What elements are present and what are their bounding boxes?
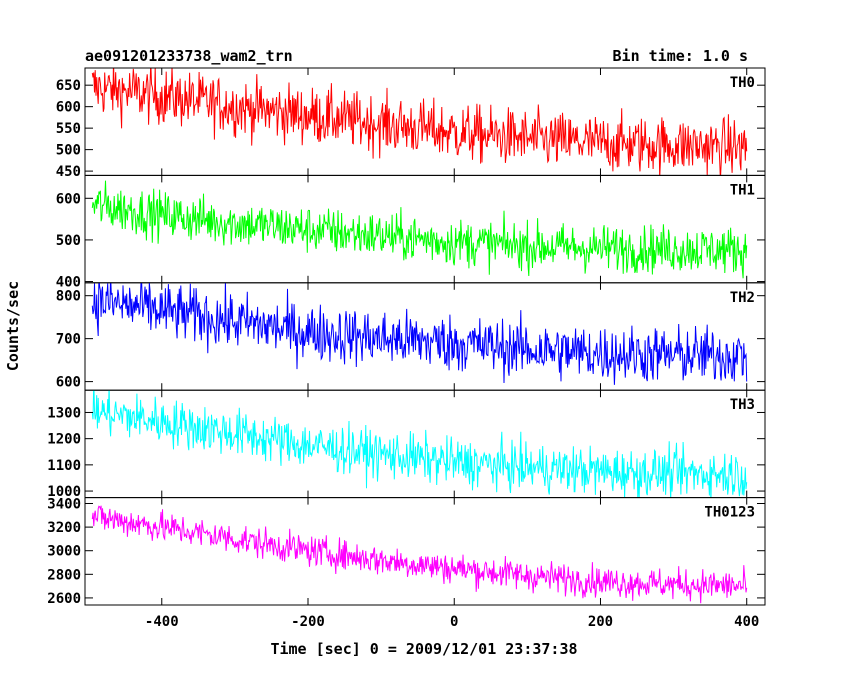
y-tick-label: 400 [56,275,81,291]
panel-th3: 1000 1100 1200 1300 TH3 [47,389,766,500]
y-tick-label: 1000 [47,484,81,500]
y-tick-label: 550 [56,121,81,137]
panels: 450 500 550 600 650 TH0 400 500 600 TH1 600 700 800 T… [47,67,766,607]
y-tick-label: 600 [56,191,81,207]
x-tick-label: -200 [291,614,325,630]
y-tick-label: 1300 [47,405,81,421]
series-line-th0123 [91,505,748,604]
series-line-th3 [91,390,748,498]
y-tick-label: 450 [56,164,81,180]
y-tick-label: 600 [56,100,81,116]
y-tick-label: 700 [56,332,81,348]
y-tick-label: 1200 [47,432,81,448]
chart-title: ae091201233738_wam2_trn [85,47,293,65]
y-tick-label: 500 [56,233,81,249]
y-tick-label: 650 [56,78,81,94]
panel-label: TH3 [730,397,755,413]
panel-label: TH0123 [704,505,755,521]
y-tick-label: 2800 [47,567,81,583]
bin-time-label: Bin time: 1.0 s [613,47,748,65]
x-tick-label: -400 [145,614,179,630]
panel-label: TH2 [730,290,755,306]
panel-th0: 450 500 550 600 650 TH0 [56,67,766,180]
series-line-th0 [91,68,748,176]
panel-th0123: 2600 2800 3000 3200 3400 TH0123 [47,497,766,607]
y-tick-label: 3400 [47,497,81,513]
panel-th2: 600 700 800 TH2 [56,282,766,391]
y-axis-label: Counts/sec [4,281,22,371]
y-tick-label: 3200 [47,520,81,536]
y-tick-label: 500 [56,143,81,159]
x-axis-label: Time [sec] 0 = 2009/12/01 23:37:38 [270,640,577,658]
y-tick-label: 800 [56,289,81,305]
panel-label: TH0 [730,75,755,91]
x-axis: -400 -200 0 200 400 [145,614,759,630]
panel-frame [84,497,766,606]
y-tick-label: 600 [56,375,81,391]
panel-th1: 400 500 600 TH1 [56,174,766,291]
panel-label: TH1 [730,182,755,198]
y-tick-label: 3000 [47,544,81,560]
series-line-th1 [91,180,748,279]
x-tick-label: 400 [734,614,759,630]
x-tick-label: 0 [450,614,458,630]
series-line-th2 [91,282,748,385]
x-tick-label: 200 [588,614,613,630]
y-tick-label: 1100 [47,458,81,474]
y-tick-label: 2600 [47,591,81,607]
